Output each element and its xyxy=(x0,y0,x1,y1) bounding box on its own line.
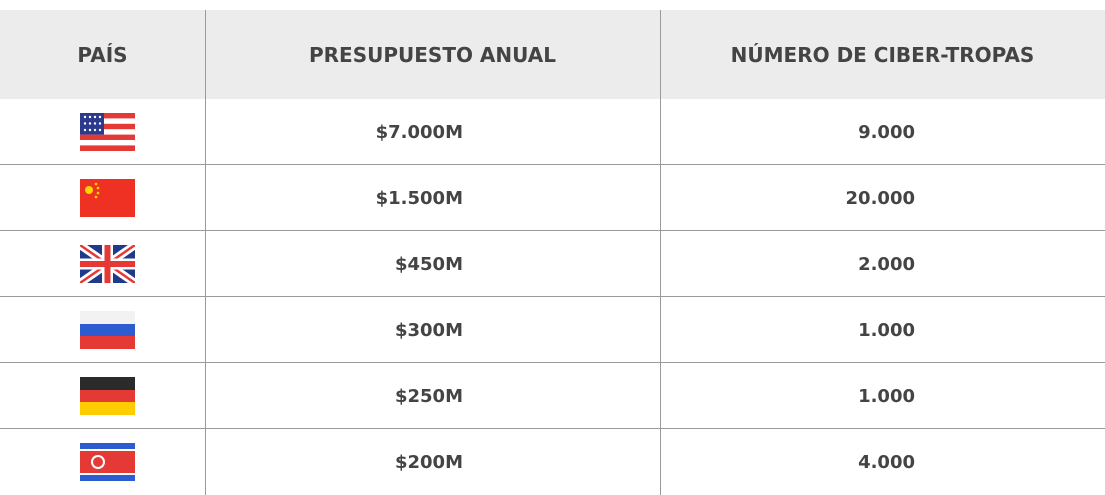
header-cell: PAÍS xyxy=(77,42,128,67)
budget: $7.000M xyxy=(375,121,463,143)
flag-russia xyxy=(80,311,135,349)
row: $7.000M 9.000 xyxy=(0,99,1105,165)
header-cell: NÚMERO DE CIBER-TROPAS xyxy=(730,42,1035,67)
row: $300M 1.000 xyxy=(0,297,1105,363)
budget: $200M xyxy=(394,451,463,473)
row: $450M 2.000 xyxy=(0,231,1105,297)
flag-germany xyxy=(80,377,135,415)
troops: 4.000 xyxy=(858,451,915,473)
troops: 1.000 xyxy=(858,319,915,341)
row: $250M 1.000 xyxy=(0,363,1105,429)
flag-usa xyxy=(80,113,135,151)
troops: 2.000 xyxy=(858,253,915,275)
budget: $450M xyxy=(394,253,463,275)
budget: $250M xyxy=(394,385,463,407)
column-divider xyxy=(205,10,206,495)
budget: $1.500M xyxy=(375,187,463,209)
column-divider xyxy=(660,10,661,495)
row: $1.500M 20.000 xyxy=(0,165,1105,231)
troops: 1.000 xyxy=(858,385,915,407)
header-row xyxy=(0,10,1105,99)
header-cell: PRESUPUESTO ANUAL xyxy=(308,42,556,67)
flag-china xyxy=(80,179,135,217)
row: $200M 4.000 xyxy=(0,429,1105,495)
budget: $300M xyxy=(394,319,463,341)
flag-uk xyxy=(80,245,135,283)
flag-north-korea xyxy=(80,443,135,481)
troops: 9.000 xyxy=(858,121,915,143)
troops: 20.000 xyxy=(845,187,915,209)
